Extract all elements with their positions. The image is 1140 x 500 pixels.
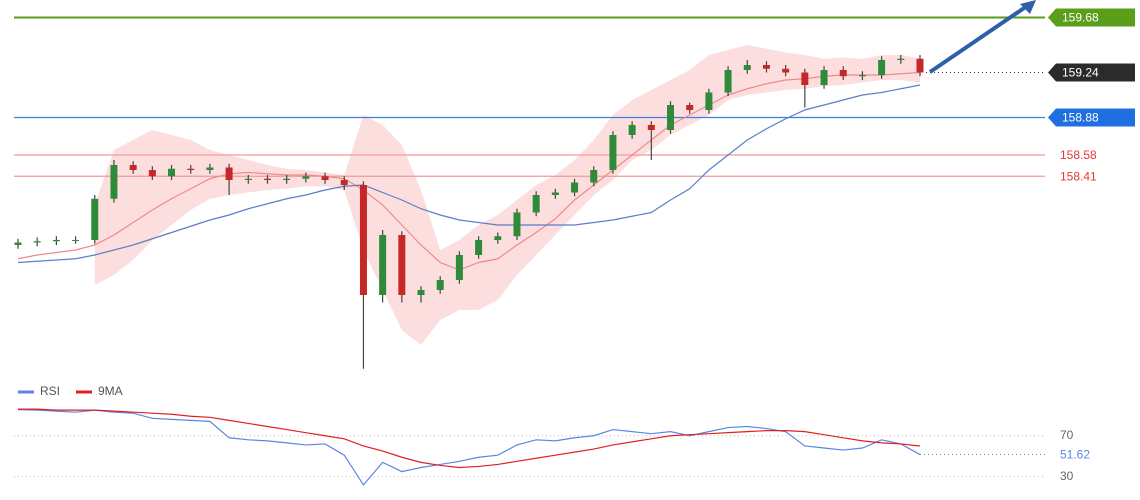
moving-average xyxy=(17,71,921,271)
candle-body xyxy=(475,240,483,255)
price-label: 158.58 xyxy=(1060,148,1097,162)
candle-body xyxy=(91,198,99,240)
arrow-head xyxy=(1020,0,1036,14)
price-tag xyxy=(1048,63,1135,82)
candle-body xyxy=(609,135,617,170)
price-label: 158.41 xyxy=(1060,169,1097,183)
candle-body xyxy=(686,105,694,110)
candle-body xyxy=(225,167,233,180)
candle-body xyxy=(455,255,463,280)
candle-body xyxy=(302,176,310,179)
candle-body xyxy=(359,185,367,295)
candle-body xyxy=(551,192,559,195)
trend-arrow xyxy=(928,2,1032,74)
price-label: 159.24 xyxy=(1062,66,1099,80)
candle-body xyxy=(417,290,425,295)
candle-body xyxy=(187,168,195,170)
candle-body xyxy=(436,280,444,290)
y-tick-label: 70 xyxy=(1060,428,1074,442)
candle-body xyxy=(782,68,790,73)
candle-body xyxy=(494,236,502,240)
candle-body xyxy=(244,178,252,180)
candle-body xyxy=(705,92,713,110)
candle-body xyxy=(878,60,886,75)
candle-body xyxy=(129,165,137,170)
candle-body xyxy=(52,240,60,242)
candle-body xyxy=(532,195,540,213)
candle-body xyxy=(762,65,770,69)
last-value-label: 51.62 xyxy=(1060,448,1090,462)
candle-body xyxy=(340,180,348,185)
y-tick-label: 30 xyxy=(1060,469,1074,483)
candle-body xyxy=(513,212,521,237)
candle-body xyxy=(110,165,118,199)
candle-body xyxy=(839,70,847,77)
candle-body xyxy=(72,240,80,241)
indicator-line xyxy=(18,408,921,469)
indicator-line xyxy=(17,409,921,486)
candle-body xyxy=(743,65,751,70)
legend-label: RSI xyxy=(40,384,60,398)
price-label: 159.68 xyxy=(1062,11,1099,25)
candle-body xyxy=(33,241,41,243)
candle-body xyxy=(858,75,866,77)
candle-body xyxy=(590,170,598,183)
price-label: 158.88 xyxy=(1062,111,1099,125)
candle-body xyxy=(571,182,579,193)
candle-body xyxy=(206,167,214,170)
candle-body xyxy=(14,242,22,245)
price-pane: 159.68 158.88 158.58 158.41 159.24 xyxy=(14,8,1135,369)
legend-label: 9MA xyxy=(98,384,123,398)
candle-body xyxy=(283,178,291,180)
candle-body xyxy=(321,176,329,180)
candle-body xyxy=(801,72,809,85)
candle-body xyxy=(628,125,636,135)
candle-body xyxy=(263,178,271,180)
candle-body xyxy=(820,70,828,85)
candle-body xyxy=(897,58,905,60)
price-tag xyxy=(1048,108,1135,127)
price-tag xyxy=(1048,8,1135,27)
candle-body xyxy=(916,58,924,73)
bollinger-band xyxy=(94,45,920,345)
candle-body xyxy=(724,70,732,93)
candle-body xyxy=(667,105,675,130)
candle-body xyxy=(168,168,176,177)
candle-body xyxy=(647,125,655,130)
candle-body xyxy=(148,170,156,177)
moving-average xyxy=(17,84,921,264)
rsi-pane: 30 70 RSI 9MA 51.62 xyxy=(14,384,1090,486)
candle-body xyxy=(398,235,406,295)
candle-body xyxy=(379,235,387,295)
